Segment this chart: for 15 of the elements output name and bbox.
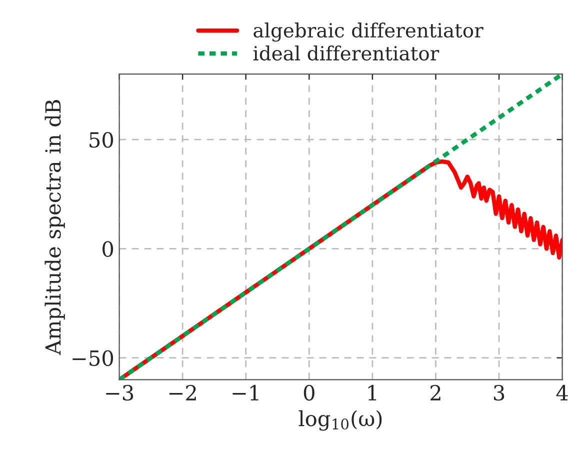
x-tick-label: −1 — [232, 384, 258, 400]
x-tick-label: 4 — [556, 384, 568, 400]
x-axis-title: log$_{10}$(ω) — [298, 410, 382, 431]
x-tick-label: 0 — [304, 384, 314, 401]
y-tick-label: 0 — [102, 241, 114, 257]
legend-label: ideal differentiator — [253, 46, 440, 61]
y-tick-label: −50 — [72, 350, 114, 366]
legend-label: algebraic differentiator — [254, 22, 484, 42]
x-tick-label: 2 — [430, 384, 440, 400]
x-tick-label: 3 — [494, 384, 504, 401]
y-axis-title: Amplitude spectra in dB — [44, 100, 65, 356]
x-tick-label: −3 — [106, 384, 134, 401]
y-tick-label: 50 — [90, 132, 114, 148]
x-tick-label: 1 — [368, 384, 376, 400]
x-tick-label: −2 — [169, 384, 196, 400]
